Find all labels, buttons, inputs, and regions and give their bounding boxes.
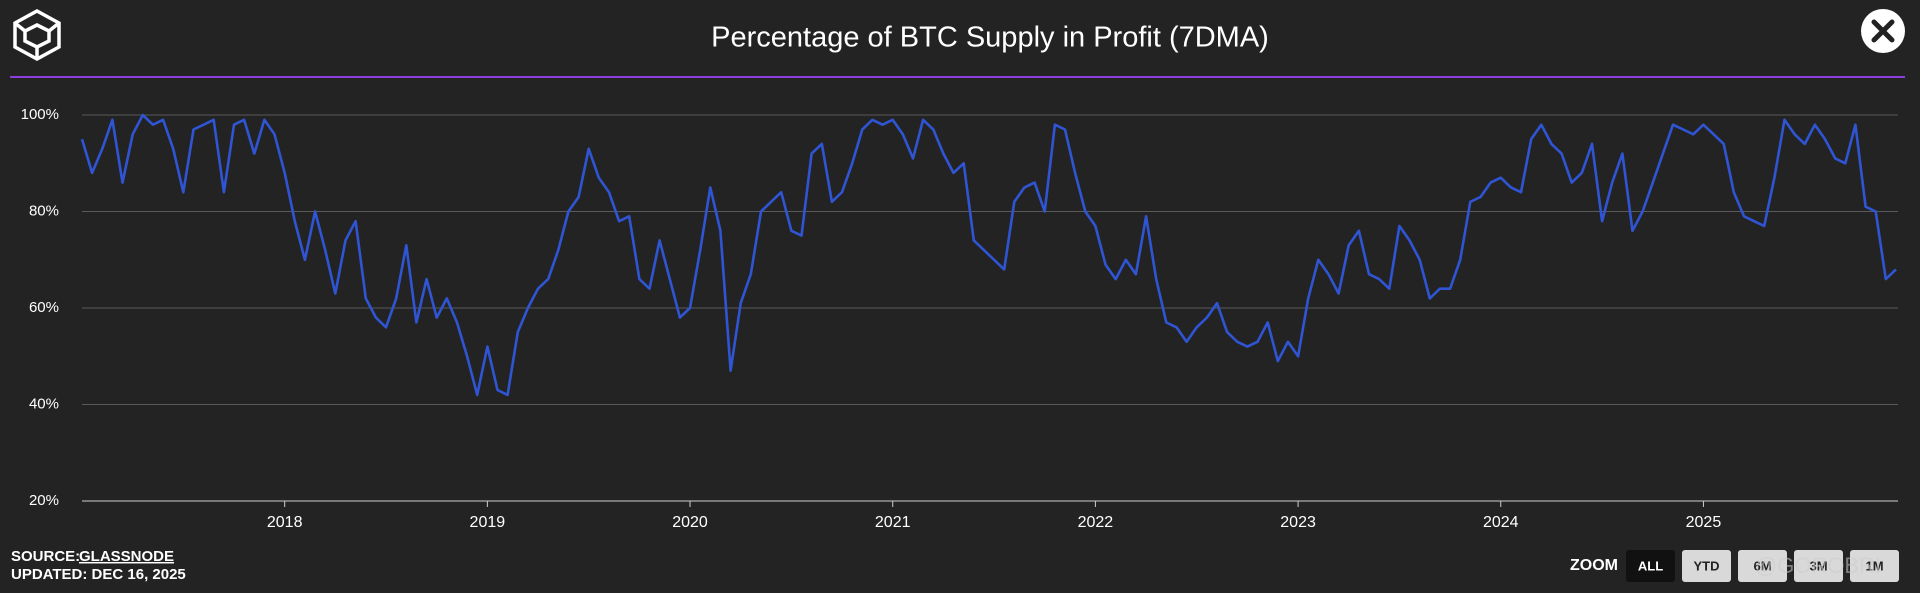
zoom-button-label: 3M xyxy=(1809,558,1827,573)
x-tick-label: 2025 xyxy=(1686,514,1722,531)
plot-area: 20% 40% 60% 80% 100% 2018 2019 2020 2021 2022 2023… xyxy=(21,106,1898,531)
zoom-button-bg xyxy=(1626,550,1675,582)
chart-title: Percentage of BTC Supply in Profit (7DMA… xyxy=(711,22,1269,54)
y-tick-label: 100% xyxy=(21,106,59,123)
x-tick-label: 2018 xyxy=(267,514,303,531)
zoom-button[interactable]: 6M xyxy=(1738,550,1787,582)
x-tick-label: 2024 xyxy=(1483,514,1519,531)
y-tick-label: 20% xyxy=(29,492,59,509)
y-tick-label: 80% xyxy=(29,202,59,219)
x-tick-label: 2021 xyxy=(875,514,911,531)
zoom-button-bg xyxy=(1738,550,1787,582)
zoom-button[interactable]: 3M xyxy=(1794,550,1843,582)
source-label: SOURCE: xyxy=(11,548,80,565)
x-tick-label: 2022 xyxy=(1078,514,1114,531)
zoom-button[interactable]: YTD xyxy=(1682,550,1731,582)
y-tick-label: 40% xyxy=(29,395,59,412)
zoom-button-label: ALL xyxy=(1638,558,1663,573)
zoom-buttons: ALL YTD 6M 3M 1M xyxy=(1626,550,1899,582)
watermark: @GOROBRI xyxy=(1755,553,1881,578)
x-tick-label: 2020 xyxy=(672,514,708,531)
zoom-button-label: 1M xyxy=(1865,558,1883,573)
source-link[interactable]: GLASSNODE xyxy=(79,548,174,565)
y-tick-label: 60% xyxy=(29,299,59,316)
zoom-label: ZOOM xyxy=(1570,557,1618,574)
x-tick-label: 2023 xyxy=(1280,514,1316,531)
zoom-button-label: YTD xyxy=(1694,558,1720,573)
zoom-button-label: 6M xyxy=(1753,558,1771,573)
updated-date: UPDATED: DEC 16, 2025 xyxy=(11,566,186,583)
logo xyxy=(13,9,61,61)
zoom-button-bg xyxy=(1794,550,1843,582)
close-button[interactable] xyxy=(1861,9,1905,53)
zoom-button-bg xyxy=(1682,550,1731,582)
zoom-button-bg xyxy=(1850,550,1899,582)
x-tick-label: 2019 xyxy=(470,514,506,531)
data-line xyxy=(80,113,1897,397)
zoom-button[interactable]: ALL xyxy=(1626,550,1675,582)
zoom-button[interactable]: 1M xyxy=(1850,550,1899,582)
